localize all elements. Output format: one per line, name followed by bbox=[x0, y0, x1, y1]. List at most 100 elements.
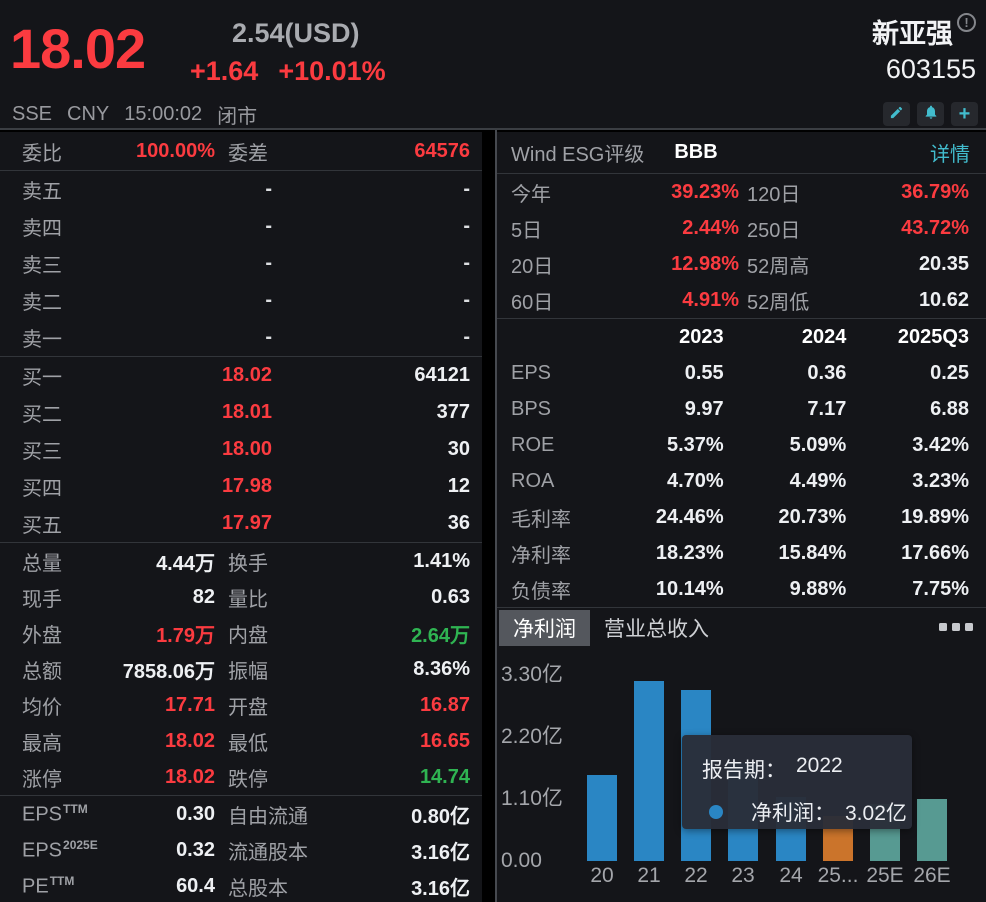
chart-xlabels: 20 21 22 23 24 25... 25E 26E bbox=[497, 864, 986, 894]
ask-row[interactable]: 卖二 - - bbox=[22, 289, 470, 314]
bar-26E[interactable] bbox=[917, 799, 947, 861]
bid-row[interactable]: 买五 17.97 36 bbox=[22, 512, 470, 537]
financials-header: 2023 2024 2025Q3 bbox=[497, 319, 986, 355]
x-label-20: 20 bbox=[590, 864, 614, 887]
market-state: 闭市 bbox=[217, 105, 258, 128]
tooltip-series-label: 净利润： bbox=[751, 802, 835, 825]
info-icon[interactable]: ! bbox=[957, 13, 976, 32]
weibi-value: 100.00% bbox=[136, 139, 215, 162]
bar-20[interactable] bbox=[587, 775, 617, 861]
status-bar: SSE CNY 15:00:02 闭市 + bbox=[0, 100, 986, 130]
x-label-23: 23 bbox=[731, 864, 755, 887]
y-tick: 2.20亿 bbox=[501, 725, 563, 748]
esg-detail-link[interactable]: 详情 bbox=[930, 144, 970, 166]
col-year-2025q3: 2025Q3 bbox=[897, 325, 970, 348]
bid-row[interactable]: 买一 18.02 64121 bbox=[22, 364, 470, 389]
financials-row: BPS 9.97 7.17 6.88 bbox=[511, 397, 970, 420]
weicha-value: 64576 bbox=[414, 139, 470, 162]
chart-tabs: 净利润 营业总收入 bbox=[497, 608, 986, 648]
financials-row: 负债率 10.14% 9.88% 7.75% bbox=[511, 577, 970, 603]
alert-button[interactable] bbox=[917, 102, 944, 126]
pencil-icon bbox=[889, 103, 904, 126]
series-dot-icon bbox=[709, 805, 723, 819]
col-year-2023: 2023 bbox=[679, 325, 724, 348]
x-label-25E: 25E bbox=[866, 864, 904, 887]
weibi-label: 委比 bbox=[22, 142, 62, 165]
change-percent: +10.01% bbox=[278, 56, 386, 86]
x-label-21: 21 bbox=[637, 864, 661, 887]
esg-label: Wind ESG评级 bbox=[511, 144, 645, 166]
performance-row: 5日 2.44% 250日 43.72% bbox=[511, 216, 969, 242]
ask-row[interactable]: 卖五 - - bbox=[22, 178, 470, 203]
chart-tooltip: 报告期： 2022 净利润： 3.02亿 bbox=[682, 735, 912, 829]
chart-yticks: 3.30亿 2.20亿 1.10亿 0.00 bbox=[501, 648, 571, 900]
capital-row: EPSTTM 0.30 自由流通 0.80亿 bbox=[22, 801, 470, 828]
ask-row[interactable]: 卖三 - - bbox=[22, 252, 470, 277]
x-label-24: 24 bbox=[779, 864, 803, 887]
right-panel: Wind ESG评级 BBB 详情 今年 39.23% 120日 36.79% … bbox=[497, 132, 986, 902]
y-tick: 3.30亿 bbox=[501, 663, 563, 686]
tooltip-period-label: 报告期： bbox=[702, 759, 786, 782]
esg-row: Wind ESG评级 BBB 详情 bbox=[497, 132, 986, 174]
financials-row: EPS 0.55 0.36 0.25 bbox=[511, 361, 970, 384]
quote-time: 15:00:02 bbox=[124, 102, 203, 125]
x-label-26E: 26E bbox=[913, 864, 951, 887]
stat-row: 总量 4.44万 换手 1.41% bbox=[22, 549, 470, 575]
performance-stats: 今年 39.23% 120日 36.79% 5日 2.44% 250日 43.7… bbox=[497, 174, 986, 318]
y-tick: 0.00 bbox=[501, 849, 542, 872]
bid-row[interactable]: 买四 17.98 12 bbox=[22, 475, 470, 500]
usd-price: 2.54(USD) bbox=[232, 18, 360, 48]
capital-row: EPS2025E 0.32 流通股本 3.16亿 bbox=[22, 837, 470, 864]
financials-row: 净利率 18.23% 15.84% 17.66% bbox=[511, 541, 970, 567]
stat-row: 外盘 1.79万 内盘 2.64万 bbox=[22, 624, 470, 647]
financials-row: ROA 4.70% 4.49% 3.23% bbox=[511, 469, 970, 492]
stat-row: 涨停 18.02 跌停 14.74 bbox=[22, 765, 470, 791]
performance-row: 60日 4.91% 52周低 10.62 bbox=[511, 288, 969, 314]
x-label-22: 22 bbox=[684, 864, 708, 887]
stock-name: 新亚强 bbox=[872, 19, 953, 49]
edit-button[interactable] bbox=[883, 102, 910, 126]
panel-divider bbox=[482, 130, 497, 902]
ask-levels: 卖五 - - 卖四 - - 卖三 - - bbox=[0, 171, 482, 356]
last-price: 18.02 bbox=[10, 17, 146, 80]
stat-row: 总额 7858.06万 振幅 8.36% bbox=[22, 657, 470, 683]
exchange-label: SSE bbox=[12, 102, 53, 125]
capital-row: PETTM 60.4 总股本 3.16亿 bbox=[22, 873, 470, 900]
bell-icon bbox=[923, 103, 939, 126]
order-summary-row: 委比 100.00% 委差 64576 bbox=[0, 132, 482, 170]
currency-label: CNY bbox=[67, 102, 110, 125]
header-actions: + bbox=[883, 102, 978, 126]
ask-row[interactable]: 卖一 - - bbox=[22, 326, 470, 351]
bar-21[interactable] bbox=[634, 681, 664, 861]
col-year-2024: 2024 bbox=[801, 325, 847, 348]
add-button[interactable]: + bbox=[951, 102, 978, 126]
performance-row: 20日 12.98% 52周高 20.35 bbox=[511, 252, 969, 278]
y-tick: 1.10亿 bbox=[501, 787, 563, 810]
tab-total-revenue[interactable]: 营业总收入 bbox=[604, 618, 709, 641]
weicha-label: 委差 bbox=[228, 142, 268, 165]
stat-row: 最高 18.02 最低 16.65 bbox=[22, 729, 470, 755]
main-content: 委比 100.00% 委差 64576 卖五 - - 卖四 - bbox=[0, 130, 986, 902]
more-menu-icon[interactable] bbox=[939, 623, 973, 631]
tooltip-period-value: 2022 bbox=[796, 754, 843, 777]
performance-row: 今年 39.23% 120日 36.79% bbox=[511, 180, 969, 206]
bid-row[interactable]: 买三 18.00 30 bbox=[22, 438, 470, 463]
x-label-25...: 25... bbox=[817, 864, 859, 887]
financials-row: ROE 5.37% 5.09% 3.42% bbox=[511, 433, 970, 456]
net-profit-chart: 3.30亿 2.20亿 1.10亿 0.00 20 21 22 23 24 25... 25E 26… bbox=[497, 648, 986, 900]
stat-row: 现手 82 量比 0.63 bbox=[22, 585, 470, 611]
financials-row: 毛利率 24.46% 20.73% 19.89% bbox=[511, 505, 970, 531]
change-value: +1.64 bbox=[190, 56, 259, 86]
price-change: +1.64 +10.01% bbox=[190, 56, 386, 87]
ask-row[interactable]: 卖四 - - bbox=[22, 215, 470, 240]
stock-identity: 新亚强 ! 603155 bbox=[872, 12, 976, 85]
quote-header: 18.02 2.54(USD) +1.64 +10.01% 新亚强 ! 6031… bbox=[0, 0, 986, 100]
financials-table: EPS 0.55 0.36 0.25 BPS 9.97 7.17 6.88 RO… bbox=[497, 355, 986, 607]
daily-stats: 总量 4.44万 换手 1.41% 现手 82 量比 0.63 外盘 bbox=[0, 543, 482, 795]
bid-row[interactable]: 买二 18.01 377 bbox=[22, 401, 470, 426]
plus-icon: + bbox=[958, 102, 971, 125]
tab-net-profit[interactable]: 净利润 bbox=[499, 610, 590, 646]
capital-stats: EPSTTM 0.30 自由流通 0.80亿 EPS2025E 0.32 流通股… bbox=[0, 796, 482, 902]
stat-row: 均价 17.71 开盘 16.87 bbox=[22, 693, 470, 719]
